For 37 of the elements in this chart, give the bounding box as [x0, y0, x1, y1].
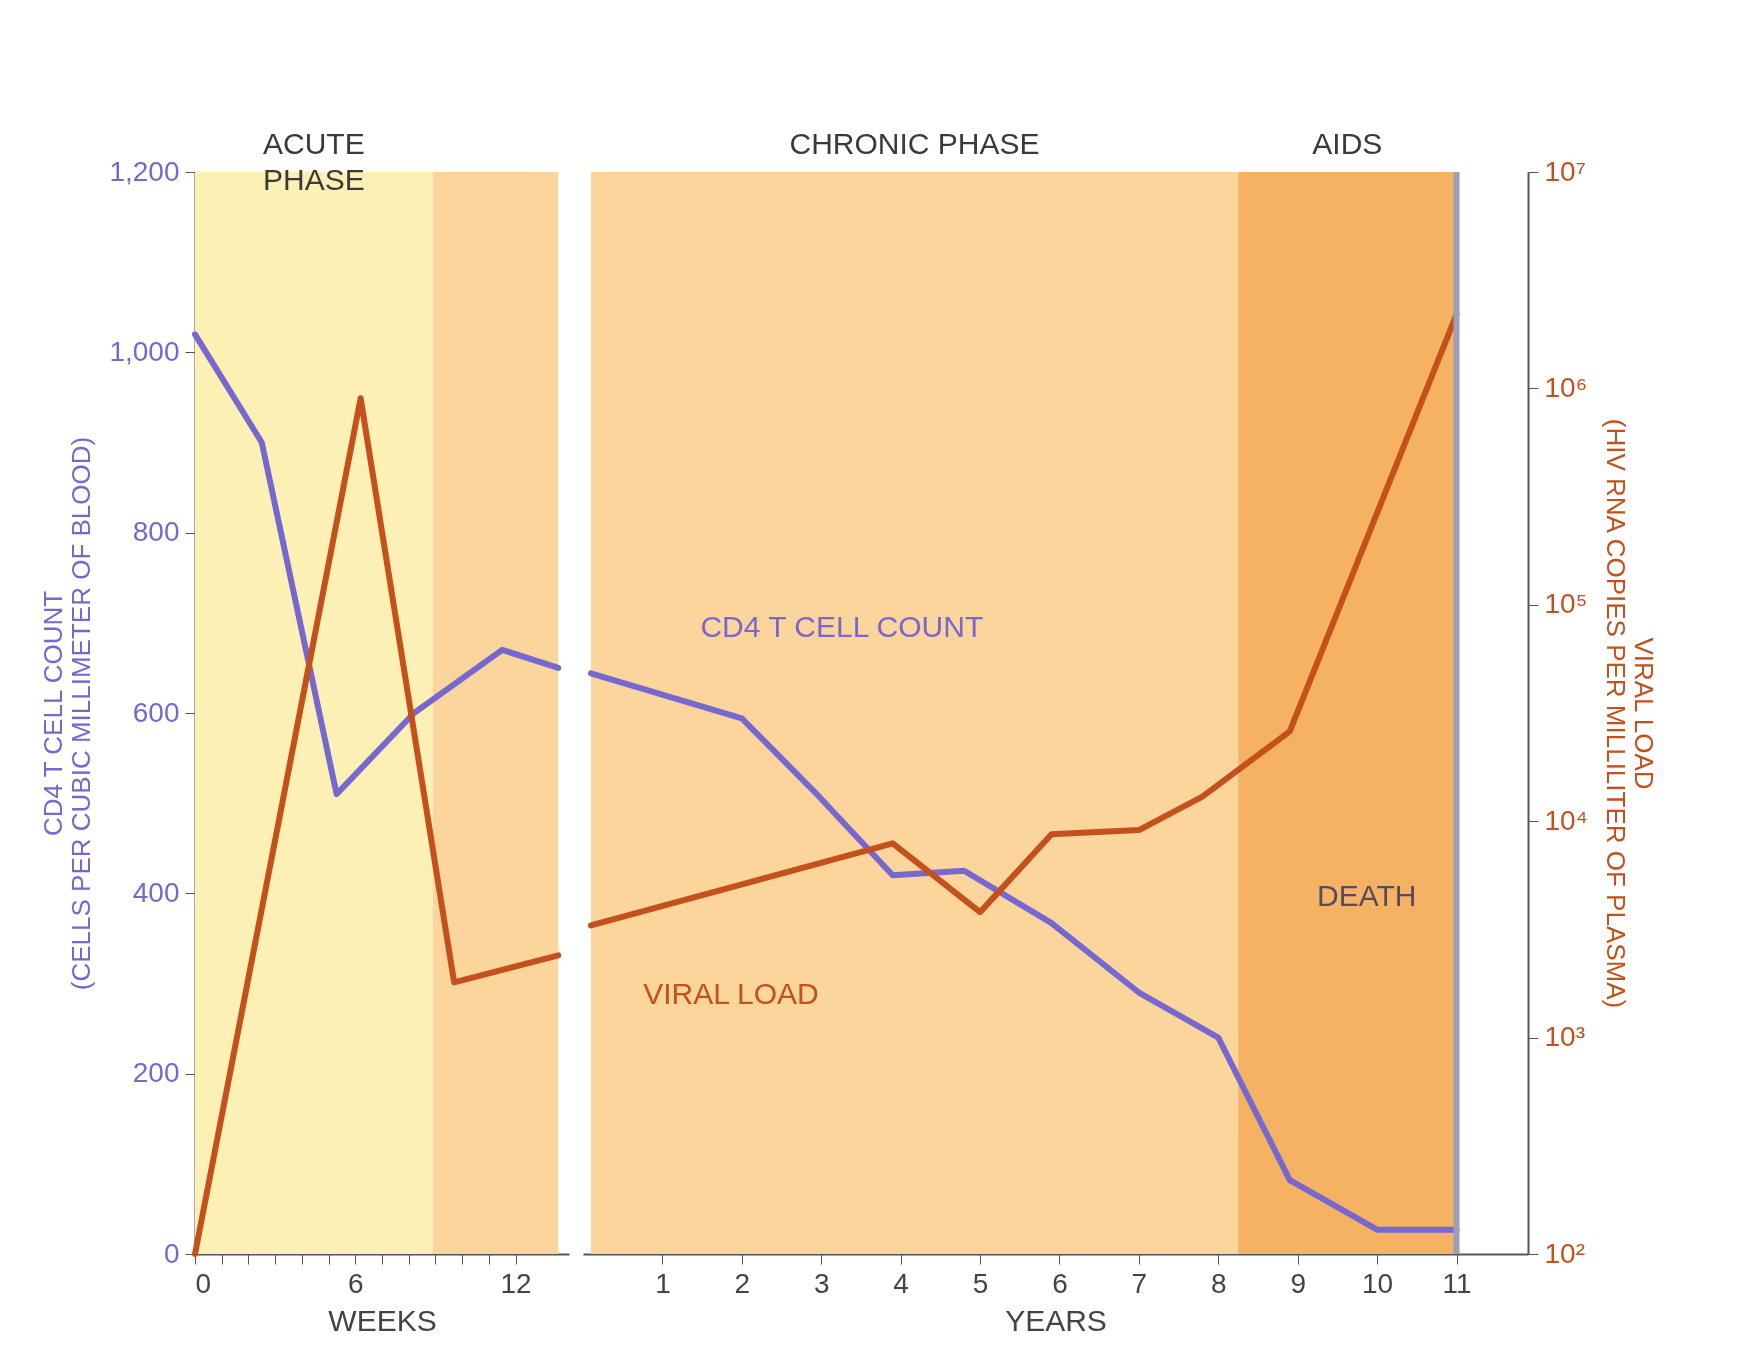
- y-tick-label: 600: [132, 696, 180, 728]
- x-tick-label: 7: [1131, 1267, 1148, 1299]
- x-tick-label: 3: [813, 1267, 830, 1299]
- x-tick-label: 1: [655, 1267, 671, 1299]
- x-tick-label: 0: [195, 1267, 212, 1299]
- y-axis-title: CD4 T CELL COUNT (CELLS PER CUBIC MILLIMETER OF BLOOD): [38, 436, 97, 991]
- x-tick-label: 5: [972, 1267, 989, 1299]
- y2-axis-title: VIRAL LOAD (HIV RNA COPIES PER MILLILITER OF PLASMA): [1600, 418, 1659, 1009]
- y2-tick-label: 10³: [1544, 1021, 1585, 1053]
- y-tick-label: 1,000: [109, 335, 180, 367]
- y-tick-label: 0: [163, 1237, 180, 1269]
- x-tick-label: 6: [1052, 1267, 1068, 1299]
- text: CD4 T CELL COUNT: [700, 610, 984, 644]
- y-tick-label: 400: [132, 876, 180, 908]
- x-tick-label: 4: [893, 1267, 909, 1299]
- x-tick-label: 9: [1290, 1267, 1306, 1299]
- x-axis-title: YEARS: [1005, 1303, 1107, 1337]
- x-axis-title: WEEKS: [328, 1303, 437, 1337]
- y2-tick-label: 10⁶: [1544, 371, 1588, 403]
- ref-line-label: DEATH: [1317, 878, 1417, 912]
- y2-tick-label: 10⁴: [1544, 804, 1588, 836]
- y2-tick-label: 10⁷: [1544, 155, 1586, 187]
- x-tick-label: 11: [1442, 1267, 1472, 1299]
- band-label: CHRONIC PHASE: [789, 127, 1040, 160]
- y-tick-label: 200: [132, 1057, 180, 1089]
- y-tick-label: 1,200: [109, 155, 180, 187]
- band-label: ACUTE PHASE: [263, 127, 365, 196]
- x-tick-label: 12: [500, 1267, 532, 1299]
- x-tick-label: 10: [1362, 1267, 1394, 1299]
- band-label: AIDS: [1312, 127, 1383, 160]
- x-tick-label: 2: [734, 1267, 751, 1299]
- y2-tick-label: 10²: [1544, 1237, 1585, 1269]
- y2-tick-label: 10⁵: [1544, 588, 1588, 620]
- x-tick-label: 6: [348, 1267, 364, 1299]
- text: VIRAL LOAD: [643, 977, 819, 1011]
- x-tick-label: 8: [1211, 1267, 1227, 1299]
- y-tick-label: 800: [132, 516, 180, 548]
